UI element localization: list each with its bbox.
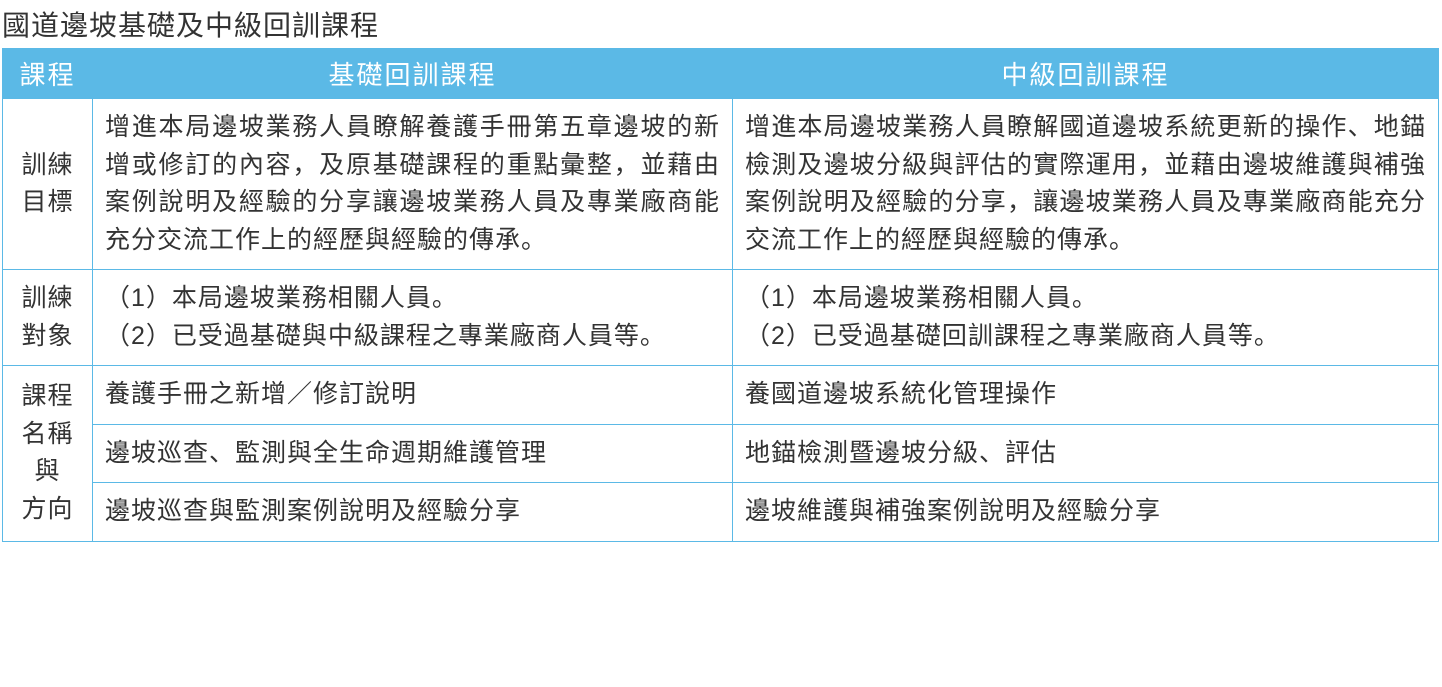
target-basic-item-1: （1）本局邊坡業務相關人員。 <box>105 280 720 318</box>
cell-objective-basic: 增進本局邊坡業務人員瞭解養護手冊第五章邊坡的新增或修訂的內容，及原基礎課程的重點… <box>93 99 733 270</box>
label-courses-l4: 方向 <box>21 495 73 523</box>
label-target-l1: 訓練 <box>21 284 73 312</box>
cell-course-basic-1: 養護手冊之新增／修訂說明 <box>93 366 733 425</box>
target-intermediate-item-2: （2）已受過基礎回訓課程之專業廠商人員等。 <box>745 318 1426 356</box>
course-table: 課程 基礎回訓課程 中級回訓課程 訓練 目標 增進本局邊坡業務人員瞭解養護手冊第… <box>2 48 1439 542</box>
cell-course-basic-3: 邊坡巡查與監測案例說明及經驗分享 <box>93 483 733 542</box>
target-basic-item-2: （2）已受過基礎與中級課程之專業廠商人員等。 <box>105 318 720 356</box>
label-courses-l1: 課程 <box>21 382 73 410</box>
header-course: 課程 <box>3 49 93 99</box>
label-target-l2: 對象 <box>21 322 73 350</box>
header-basic: 基礎回訓課程 <box>93 49 733 99</box>
label-objective: 訓練 目標 <box>3 99 93 270</box>
page-title: 國道邊坡基礎及中級回訓課程 <box>2 4 1440 44</box>
label-objective-l2: 目標 <box>21 188 73 216</box>
row-objective: 訓練 目標 增進本局邊坡業務人員瞭解養護手冊第五章邊坡的新增或修訂的內容，及原基… <box>3 99 1439 270</box>
label-courses-l3: 與 <box>34 457 60 485</box>
cell-target-basic: （1）本局邊坡業務相關人員。 （2）已受過基礎與中級課程之專業廠商人員等。 <box>93 270 733 366</box>
label-courses-l2: 名稱 <box>21 420 73 448</box>
cell-course-basic-2: 邊坡巡查、監測與全生命週期維護管理 <box>93 424 733 483</box>
row-target: 訓練 對象 （1）本局邊坡業務相關人員。 （2）已受過基礎與中級課程之專業廠商人… <box>3 270 1439 366</box>
target-intermediate-item-1: （1）本局邊坡業務相關人員。 <box>745 280 1426 318</box>
row-courses-2: 邊坡巡查、監測與全生命週期維護管理 地錨檢測暨邊坡分級、評估 <box>3 424 1439 483</box>
row-courses-3: 邊坡巡查與監測案例說明及經驗分享 邊坡維護與補強案例說明及經驗分享 <box>3 483 1439 542</box>
header-intermediate: 中級回訓課程 <box>733 49 1439 99</box>
table-header-row: 課程 基礎回訓課程 中級回訓課程 <box>3 49 1439 99</box>
cell-course-intermediate-2: 地錨檢測暨邊坡分級、評估 <box>733 424 1439 483</box>
cell-target-intermediate: （1）本局邊坡業務相關人員。 （2）已受過基礎回訓課程之專業廠商人員等。 <box>733 270 1439 366</box>
label-objective-l1: 訓練 <box>21 151 73 179</box>
label-target: 訓練 對象 <box>3 270 93 366</box>
cell-course-intermediate-1: 養國道邊坡系統化管理操作 <box>733 366 1439 425</box>
cell-course-intermediate-3: 邊坡維護與補強案例說明及經驗分享 <box>733 483 1439 542</box>
label-courses: 課程 名稱 與 方向 <box>3 366 93 542</box>
cell-objective-intermediate: 增進本局邊坡業務人員瞭解國道邊坡系統更新的操作、地錨檢測及邊坡分級與評估的實際運… <box>733 99 1439 270</box>
row-courses-1: 課程 名稱 與 方向 養護手冊之新增／修訂說明 養國道邊坡系統化管理操作 <box>3 366 1439 425</box>
